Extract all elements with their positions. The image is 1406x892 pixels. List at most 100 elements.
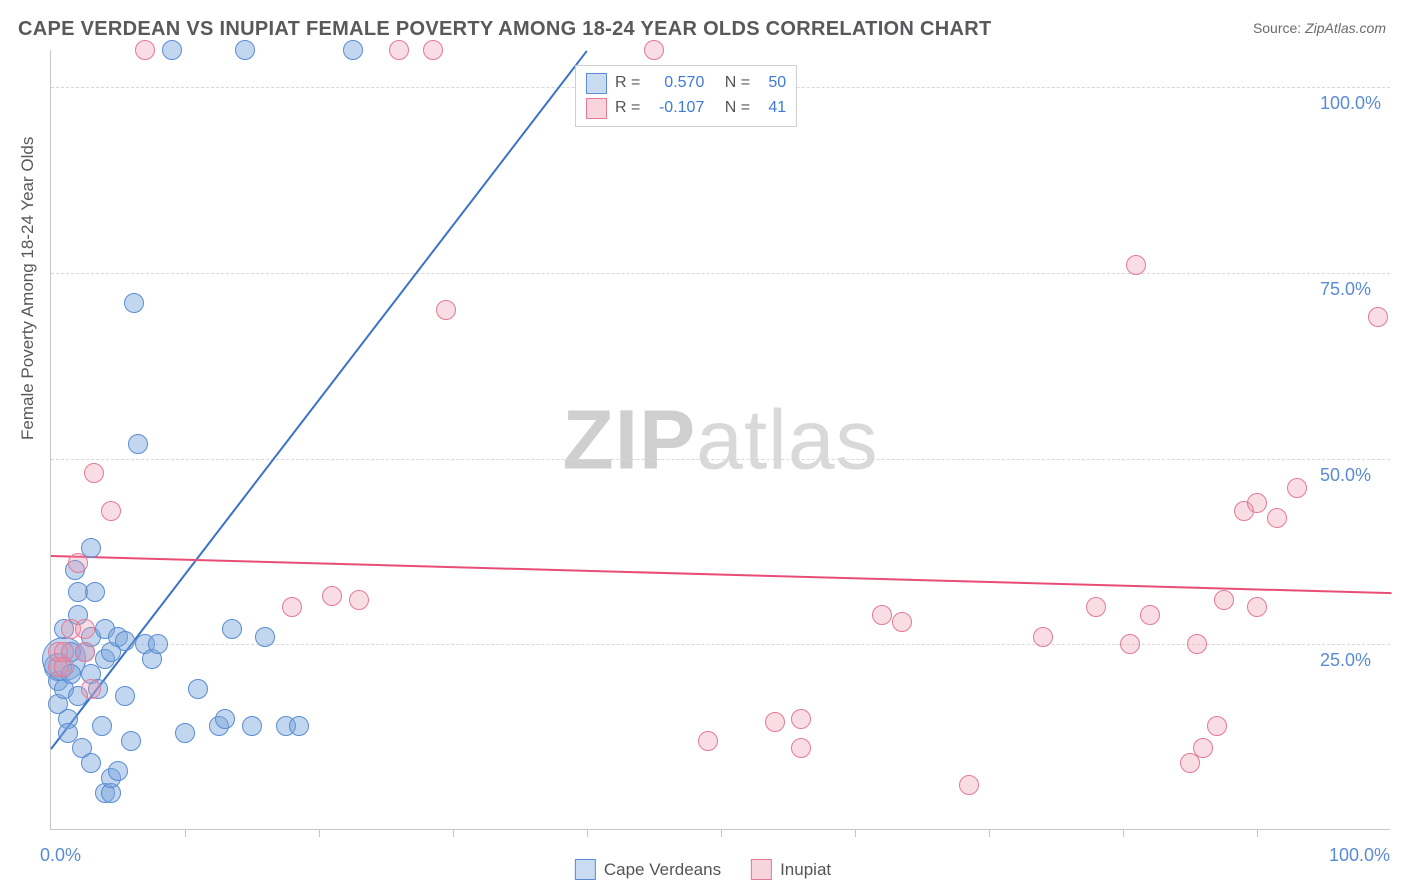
data-point-blue	[242, 716, 262, 736]
legend-item-capeverdeans: Cape Verdeans	[575, 859, 721, 880]
data-point-pink	[1247, 493, 1267, 513]
source-value: ZipAtlas.com	[1305, 20, 1386, 36]
data-point-blue	[255, 627, 275, 647]
data-point-pink	[959, 775, 979, 795]
data-point-pink	[1193, 738, 1213, 758]
ytick-label: 50.0%	[1320, 465, 1371, 486]
data-point-pink	[1140, 605, 1160, 625]
xtick-label-max: 100.0%	[1329, 845, 1390, 866]
r-value-pink: -0.107	[648, 96, 704, 121]
data-point-pink	[135, 40, 155, 60]
data-point-pink	[892, 612, 912, 632]
xtick-mark	[989, 829, 990, 837]
data-point-blue	[85, 582, 105, 602]
data-point-blue	[115, 631, 135, 651]
swatch-blue-icon	[575, 859, 596, 880]
data-point-pink	[698, 731, 718, 751]
ytick-label: 25.0%	[1320, 650, 1371, 671]
xtick-mark	[855, 829, 856, 837]
data-point-blue	[235, 40, 255, 60]
data-point-pink	[644, 40, 664, 60]
data-point-pink	[1368, 307, 1388, 327]
data-point-pink	[791, 738, 811, 758]
regression-line-pink	[51, 555, 1391, 594]
n-value-blue: 50	[758, 71, 786, 96]
gridline	[51, 273, 1390, 274]
xtick-mark	[185, 829, 186, 837]
data-point-pink	[54, 657, 74, 677]
xtick-mark	[721, 829, 722, 837]
data-point-pink	[68, 553, 88, 573]
xtick-mark	[587, 829, 588, 837]
swatch-pink-icon	[751, 859, 772, 880]
data-point-pink	[1247, 597, 1267, 617]
data-point-blue	[175, 723, 195, 743]
y-axis-title: Female Poverty Among 18-24 Year Olds	[18, 137, 38, 440]
data-point-pink	[75, 642, 95, 662]
data-point-pink	[322, 586, 342, 606]
ytick-label: 100.0%	[1320, 93, 1381, 114]
legend-label-inupiat: Inupiat	[780, 860, 831, 880]
data-point-pink	[101, 501, 121, 521]
stats-legend: R = 0.570 N = 50 R = -0.107 N = 41	[575, 65, 797, 127]
n-label-2: N =	[725, 96, 750, 121]
data-point-pink	[765, 712, 785, 732]
bottom-legend: Cape Verdeans Inupiat	[575, 859, 831, 880]
n-label: N =	[725, 71, 750, 96]
xtick-mark	[319, 829, 320, 837]
data-point-pink	[282, 597, 302, 617]
legend-item-inupiat: Inupiat	[751, 859, 831, 880]
n-value-pink: 41	[758, 96, 786, 121]
chart-title: CAPE VERDEAN VS INUPIAT FEMALE POVERTY A…	[18, 18, 992, 41]
source-label: Source:	[1253, 20, 1305, 36]
data-point-pink	[81, 679, 101, 699]
data-point-blue	[81, 753, 101, 773]
data-point-pink	[872, 605, 892, 625]
data-point-blue	[108, 761, 128, 781]
xtick-mark	[453, 829, 454, 837]
data-point-blue	[92, 716, 112, 736]
data-point-pink	[1126, 255, 1146, 275]
data-point-blue	[148, 634, 168, 654]
stats-row-blue: R = 0.570 N = 50	[586, 71, 786, 96]
swatch-blue-icon	[586, 73, 607, 94]
data-point-blue	[121, 731, 141, 751]
gridline	[51, 459, 1390, 460]
data-point-pink	[1214, 590, 1234, 610]
data-point-pink	[349, 590, 369, 610]
data-point-pink	[75, 619, 95, 639]
xtick-mark	[1123, 829, 1124, 837]
r-label: R =	[615, 71, 640, 96]
data-point-blue	[115, 686, 135, 706]
xtick-label-min: 0.0%	[40, 845, 81, 866]
data-point-pink	[1120, 634, 1140, 654]
data-point-blue	[124, 293, 144, 313]
data-point-pink	[1086, 597, 1106, 617]
data-point-blue	[343, 40, 363, 60]
data-point-pink	[436, 300, 456, 320]
data-point-blue	[188, 679, 208, 699]
watermark-zip: ZIP	[562, 392, 696, 486]
legend-label-capeverdeans: Cape Verdeans	[604, 860, 721, 880]
data-point-pink	[84, 463, 104, 483]
data-point-blue	[162, 40, 182, 60]
data-point-pink	[1033, 627, 1053, 647]
data-point-pink	[1287, 478, 1307, 498]
data-point-blue	[289, 716, 309, 736]
swatch-pink-icon	[586, 98, 607, 119]
xtick-mark	[1257, 829, 1258, 837]
watermark: ZIPatlas	[562, 391, 878, 488]
data-point-blue	[128, 434, 148, 454]
data-point-pink	[1267, 508, 1287, 528]
plot-area: ZIPatlas	[50, 50, 1390, 830]
r-label-2: R =	[615, 96, 640, 121]
source-attribution: Source: ZipAtlas.com	[1253, 20, 1386, 36]
data-point-blue	[215, 709, 235, 729]
watermark-atlas: atlas	[696, 392, 878, 486]
data-point-pink	[389, 40, 409, 60]
r-value-blue: 0.570	[648, 71, 704, 96]
data-point-pink	[423, 40, 443, 60]
data-point-pink	[1207, 716, 1227, 736]
data-point-pink	[1187, 634, 1207, 654]
data-point-blue	[222, 619, 242, 639]
